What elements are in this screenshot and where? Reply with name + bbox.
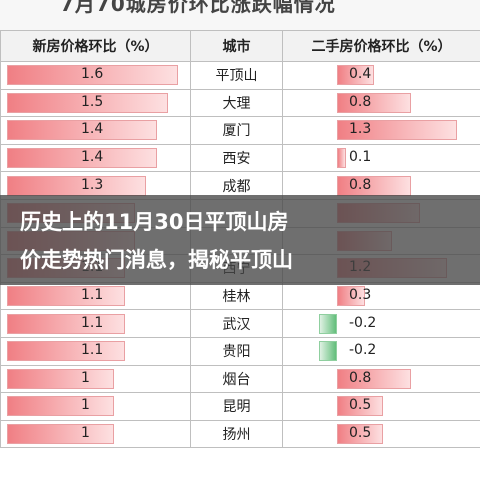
new-house-bar bbox=[7, 341, 125, 362]
second-hand-cell: 0.8 bbox=[282, 364, 480, 394]
header-new-house: 新房价格环比（%） bbox=[0, 30, 191, 62]
new-house-value: 1 bbox=[81, 369, 90, 386]
city-cell: 大理 bbox=[190, 88, 283, 118]
table-row: 1 昆明 0.5 bbox=[0, 392, 480, 421]
chart-title: 7月70城房价环比涨跌幅情况 bbox=[60, 0, 336, 16]
second-hand-value: 0.5 bbox=[349, 397, 372, 414]
second-hand-cell: 0.5 bbox=[282, 419, 480, 449]
table-row: 1.1 桂林 0.3 bbox=[0, 281, 480, 311]
second-hand-bar bbox=[337, 424, 383, 445]
table-row: 1.4 厦门 1.3 bbox=[0, 116, 480, 145]
second-hand-bar bbox=[319, 313, 337, 334]
second-hand-value: 1.3 bbox=[349, 121, 372, 138]
new-house-cell: 1 bbox=[0, 392, 191, 421]
second-hand-value: 0.5 bbox=[349, 425, 372, 442]
new-house-value: 1.1 bbox=[81, 342, 104, 359]
city-cell: 贵阳 bbox=[190, 336, 283, 366]
city-cell: 成都 bbox=[190, 171, 283, 200]
header-city: 城市 bbox=[190, 30, 283, 62]
second-hand-value: 0.8 bbox=[349, 176, 372, 193]
second-hand-bar bbox=[319, 341, 337, 362]
new-house-cell: 1.4 bbox=[0, 143, 191, 173]
new-house-bar bbox=[7, 396, 114, 417]
headline-text[interactable]: 历史上的11月30日平顶山房 价走势热门消息，揭秘平顶山 bbox=[20, 203, 470, 279]
new-house-bar bbox=[7, 424, 114, 445]
second-hand-bar bbox=[337, 120, 457, 141]
second-hand-cell: 0.3 bbox=[282, 281, 480, 311]
new-house-bar bbox=[7, 368, 114, 389]
second-hand-bar bbox=[337, 286, 365, 307]
city-cell: 昆明 bbox=[190, 392, 283, 421]
second-hand-value: 0.3 bbox=[349, 287, 372, 304]
new-house-value: 1.4 bbox=[81, 121, 104, 138]
table-header-row: 新房价格环比（%） 城市 二手房价格环比（%） bbox=[0, 30, 480, 62]
second-hand-bar bbox=[337, 396, 383, 417]
new-house-cell: 1.1 bbox=[0, 336, 191, 366]
new-house-cell: 1 bbox=[0, 364, 191, 394]
new-house-cell: 1 bbox=[0, 419, 191, 449]
new-house-bar bbox=[7, 92, 168, 113]
new-house-cell: 1.4 bbox=[0, 116, 191, 145]
new-house-value: 1.4 bbox=[81, 149, 104, 166]
headline-line-2: 价走势热门消息，揭秘平顶山 bbox=[20, 248, 293, 272]
new-house-cell: 1.1 bbox=[0, 281, 191, 311]
city-cell: 平顶山 bbox=[190, 61, 283, 90]
second-hand-value: 0.8 bbox=[349, 93, 372, 110]
second-hand-bar bbox=[337, 65, 374, 86]
city-cell: 桂林 bbox=[190, 281, 283, 311]
table-row: 1.6 平顶山 0.4 bbox=[0, 61, 480, 90]
second-hand-bar bbox=[337, 148, 346, 169]
second-hand-value: 0.4 bbox=[349, 66, 372, 83]
second-hand-value: 0.8 bbox=[349, 369, 372, 386]
second-hand-bar bbox=[337, 368, 411, 389]
second-hand-cell: 0.1 bbox=[282, 143, 480, 173]
city-cell: 武汉 bbox=[190, 309, 283, 338]
table-row: 1.4 西安 0.1 bbox=[0, 143, 480, 173]
city-cell: 西安 bbox=[190, 143, 283, 173]
table-row: 1.5 大理 0.8 bbox=[0, 88, 480, 118]
chart-title-strip: 7月70城房价环比涨跌幅情况 bbox=[0, 0, 480, 30]
new-house-value: 1 bbox=[81, 425, 90, 442]
table-row: 1.1 贵阳 -0.2 bbox=[0, 336, 480, 366]
second-hand-value: 0.1 bbox=[349, 149, 372, 166]
table-row: 1.1 武汉 -0.2 bbox=[0, 309, 480, 338]
new-house-bar bbox=[7, 65, 178, 86]
new-house-value: 1.1 bbox=[81, 287, 104, 304]
second-hand-bar bbox=[337, 92, 411, 113]
new-house-cell: 1.1 bbox=[0, 309, 191, 338]
new-house-bar bbox=[7, 175, 146, 196]
second-hand-cell: -0.2 bbox=[282, 309, 480, 338]
city-cell: 扬州 bbox=[190, 419, 283, 449]
new-house-bar bbox=[7, 120, 157, 141]
second-hand-cell: 0.4 bbox=[282, 61, 480, 90]
table-row: 1 扬州 0.5 bbox=[0, 419, 480, 449]
new-house-value: 1.3 bbox=[81, 176, 104, 193]
second-hand-value: -0.2 bbox=[349, 314, 377, 331]
new-house-value: 1.5 bbox=[81, 93, 104, 110]
headline-overlay[interactable]: 历史上的11月30日平顶山房 价走势热门消息，揭秘平顶山 bbox=[0, 195, 480, 285]
table-row: 1 烟台 0.8 bbox=[0, 364, 480, 394]
second-hand-cell: 0.5 bbox=[282, 392, 480, 421]
header-second-hand: 二手房价格环比（%） bbox=[282, 30, 480, 62]
new-house-bar bbox=[7, 286, 125, 307]
new-house-value: 1.6 bbox=[81, 66, 104, 83]
new-house-value: 1 bbox=[81, 397, 90, 414]
second-hand-value: -0.2 bbox=[349, 342, 377, 359]
second-hand-cell: 0.8 bbox=[282, 88, 480, 118]
second-hand-cell: -0.2 bbox=[282, 336, 480, 366]
city-cell: 烟台 bbox=[190, 364, 283, 394]
new-house-cell: 1.5 bbox=[0, 88, 191, 118]
city-cell: 厦门 bbox=[190, 116, 283, 145]
new-house-bar bbox=[7, 148, 157, 169]
new-house-bar bbox=[7, 313, 125, 334]
second-hand-cell: 1.3 bbox=[282, 116, 480, 145]
new-house-cell: 1.6 bbox=[0, 61, 191, 90]
new-house-value: 1.1 bbox=[81, 314, 104, 331]
headline-line-1: 历史上的11月30日平顶山房 bbox=[20, 210, 289, 234]
